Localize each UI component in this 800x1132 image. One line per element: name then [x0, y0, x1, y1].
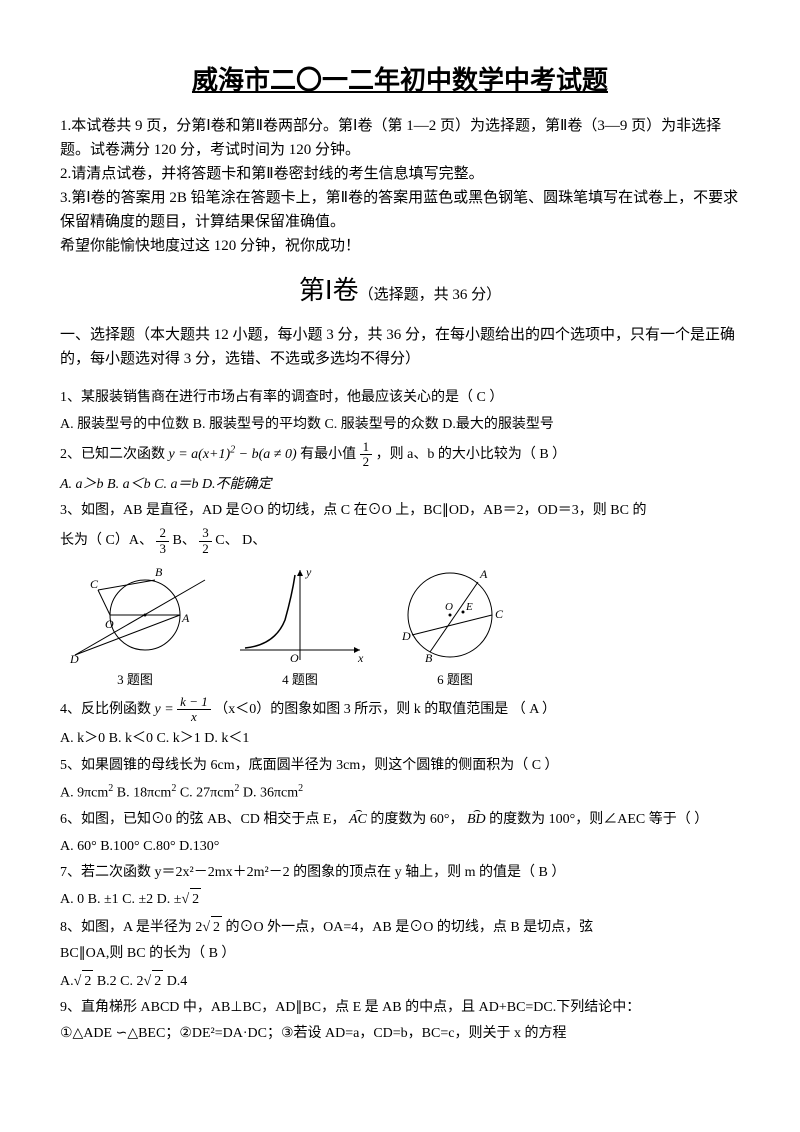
svg-text:C: C	[495, 607, 504, 621]
question-9: 9、直角梯形 ABCD 中，AB⊥BC，AD∥BC，点 E 是 AB 的中点，且…	[60, 997, 740, 1019]
q4-formula: y =	[155, 702, 178, 717]
svg-text:E: E	[465, 601, 473, 613]
question-1-options: A. 服装型号的中位数 B. 服装型号的平均数 C. 服装型号的众数 D.最大的…	[60, 414, 740, 436]
page-title: 威海市二〇一二年初中数学中考试题	[60, 60, 740, 102]
q4-fraction: k − 1x	[177, 695, 211, 725]
svg-text:B: B	[155, 565, 163, 579]
question-4-options: A. k＞0 B. k＜0 C. k＞1 D. k＜1	[60, 728, 740, 750]
question-3-line2: 长为（ C）A、 23 B、 32 C、 D、	[60, 526, 740, 556]
question-6: 6、如图，已知⊙0 的弦 AB、CD 相交于点 E， AC 的度数为 60°， …	[60, 809, 740, 831]
question-5: 5、如果圆锥的母线长为 6cm，底面圆半径为 3cm，则这个圆锥的侧面积为（ C…	[60, 755, 740, 777]
q6-post: 的度数为 100°，则∠AEC 等于（ ）	[489, 812, 708, 827]
svg-text:A: A	[181, 611, 190, 625]
question-8-line2: BC∥OA,则 BC 的长为（ B ）	[60, 943, 740, 965]
q2-pre: 2、已知二次函数	[60, 447, 169, 462]
q7-sqrt: 2	[190, 888, 201, 911]
q6-arc2: BD	[467, 809, 486, 831]
instruction-line-4: 希望你能愉快地度过这 120 分钟，祝你成功！	[60, 234, 740, 258]
figure-4-label: 4 题图	[230, 670, 370, 691]
svg-text:B: B	[425, 651, 433, 665]
q2-post2: ，则 a、b 的大小比较为（ B ）	[376, 447, 567, 462]
svg-text:C: C	[90, 577, 99, 591]
q8-optD: D.4	[167, 974, 188, 989]
q7-opts-pre: A. 0 B. ±1 C. ±2 D. ±	[60, 892, 181, 907]
svg-text:D: D	[69, 652, 79, 666]
question-2: 2、已知二次函数 y = a(x+1)2 − b(a ≠ 0) 有最小值 12 …	[60, 440, 740, 470]
figure-3-label: 3 题图	[60, 670, 210, 691]
q6-arc1: AC	[349, 809, 367, 831]
q5-optA: A. 9πcm	[60, 786, 108, 801]
figure-6: O E A C D B 6 题图	[390, 560, 520, 691]
q3-line2-c: C、	[215, 533, 238, 548]
svg-text:O: O	[105, 617, 114, 631]
q8-sqrt1: 2	[211, 916, 222, 939]
figure-4: x y O 4 题图	[230, 560, 370, 691]
question-5-options: A. 9πcm2 B. 18πcm2 C. 27πcm2 D. 36πcm2	[60, 781, 740, 805]
section-1-description: 一、选择题（本大题共 12 小题，每小题 3 分，共 36 分，在每小题给出的四…	[60, 323, 740, 371]
q3-line2-pre: 长为（ C）A、	[60, 533, 153, 548]
q6-pre: 6、如图，已知⊙0 的弦 AB、CD 相交于点 E，	[60, 812, 345, 827]
question-1: 1、某服装销售商在进行市场占有率的调查时，他最应该关心的是（ C ）	[60, 387, 740, 409]
section-1-label-big: 第Ⅰ卷	[299, 276, 359, 305]
q2-formula: y = a(x+1)2 − b(a ≠ 0)	[169, 447, 297, 462]
figure-4-svg: x y O	[230, 560, 370, 670]
q3-line2-mid: B、	[172, 533, 195, 548]
instruction-line-2: 2.请清点试卷，并将答题卡和第Ⅱ卷密封线的考生信息填写完整。	[60, 162, 740, 186]
q3-frac-b: 32	[199, 526, 212, 556]
q4-pre: 4、反比例函数	[60, 702, 155, 717]
figure-3-svg: D A O C B	[60, 560, 210, 670]
svg-text:D: D	[401, 629, 411, 643]
q8-optA-pre: A.	[60, 974, 74, 989]
q8-post: 的⊙O 外一点，OA=4，AB 是⊙O 的切线，点 B 是切点，弦	[226, 920, 594, 935]
instruction-line-3: 3.第Ⅰ卷的答案用 2B 铅笔涂在答题卡上，第Ⅱ卷的答案用蓝色或黑色钢笔、圆珠笔…	[60, 186, 740, 234]
section-1-label-small: （选择题，共 36 分）	[359, 287, 502, 303]
instruction-line-1: 1.本试卷共 9 页，分第Ⅰ卷和第Ⅱ卷两部分。第Ⅰ卷（第 1—2 页）为选择题，…	[60, 114, 740, 162]
q5-optB: B. 18πcm	[117, 786, 172, 801]
svg-text:A: A	[479, 567, 488, 581]
question-8: 8、如图，A 是半径为 2√2 的⊙O 外一点，OA=4，AB 是⊙O 的切线，…	[60, 916, 740, 939]
q4-post: （x＜0）的图象如图 3 所示，则 k 的取值范围是 （ A ）	[214, 702, 556, 717]
svg-text:x: x	[357, 651, 364, 665]
figure-6-svg: O E A C D B	[390, 560, 520, 670]
figure-6-label: 6 题图	[390, 670, 520, 691]
q6-mid: 的度数为 60°，	[370, 812, 463, 827]
instructions-block: 1.本试卷共 9 页，分第Ⅰ卷和第Ⅱ卷两部分。第Ⅰ卷（第 1—2 页）为选择题，…	[60, 114, 740, 258]
q3-frac-a: 23	[156, 526, 169, 556]
q2-post1: 有最小值	[300, 447, 360, 462]
question-7-options: A. 0 B. ±1 C. ±2 D. ±√2	[60, 888, 740, 911]
q5-optD: D. 36πcm	[243, 786, 298, 801]
question-2-options: A. a＞b B. a＜b C. a＝b D.不能确定	[60, 474, 740, 496]
section-1-header: 第Ⅰ卷（选择题，共 36 分）	[60, 270, 740, 312]
q3-line2-d: D、	[242, 533, 266, 548]
q8-optB: B.2 C. 2	[97, 974, 144, 989]
figures-row: D A O C B 3 题图 x y O 4 题图 O E	[60, 560, 740, 691]
question-3: 3、如图，AB 是直径，AD 是⊙O 的切线，点 C 在⊙O 上，BC∥OD，A…	[60, 500, 740, 522]
q8-pre: 8、如图，A 是半径为 2	[60, 920, 202, 935]
q2-fraction: 12	[360, 440, 373, 470]
question-7: 7、若二次函数 y＝2x²－2mx＋2m²－2 的图象的顶点在 y 轴上，则 m…	[60, 862, 740, 884]
svg-text:O: O	[290, 651, 299, 665]
question-8-options: A.√2 B.2 C. 2√2 D.4	[60, 970, 740, 993]
question-4: 4、反比例函数 y = k − 1x （x＜0）的图象如图 3 所示，则 k 的…	[60, 695, 740, 725]
svg-text:O: O	[445, 601, 453, 613]
q8-optA-sqrt: 2	[82, 970, 93, 993]
question-9-line2: ①△ADE ∽△BEC；②DE²=DA·DC；③若设 AD=a，CD=b，BC=…	[60, 1023, 740, 1045]
figure-3: D A O C B 3 题图	[60, 560, 210, 691]
svg-text:y: y	[305, 565, 312, 579]
q8-optC-sqrt: 2	[152, 970, 163, 993]
q5-optC: C. 27πcm	[180, 786, 235, 801]
question-6-options: A. 60° B.100° C.80° D.130°	[60, 836, 740, 858]
